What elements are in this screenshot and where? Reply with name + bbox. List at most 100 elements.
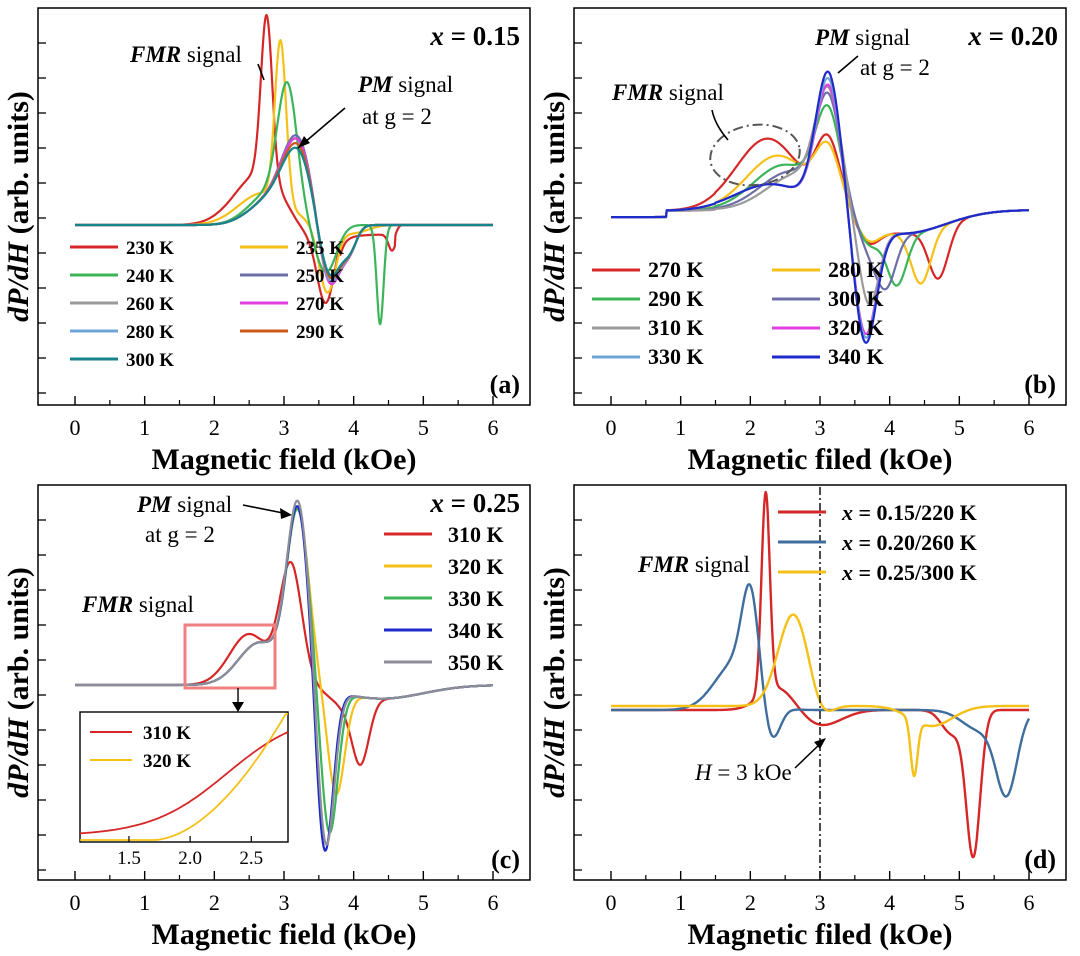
y-axis-title: dP/dH (arb. units) <box>538 91 571 322</box>
x-tick-label: 2 <box>209 890 220 915</box>
panel-a: 0 1 2 3 4 5 6 Magnetic field (kOe) dP/dH (arb. u… <box>2 7 531 476</box>
x-axis-title: Magnetic filed (kOe) <box>688 918 953 951</box>
annotation-pm-line2: at g = 2 <box>145 522 215 547</box>
annotation-pm: PM signal <box>136 492 232 517</box>
x-tick-label: 4 <box>348 890 359 915</box>
x-tick-label: 1 <box>675 415 686 440</box>
panel-label: (c) <box>491 845 520 874</box>
x-tick-label: 1 <box>139 890 150 915</box>
annotation-fmr: FMR signal <box>129 42 242 67</box>
annotation-fmr: FMR signal <box>81 592 194 617</box>
annotation-pm-line2: at g = 2 <box>860 55 930 80</box>
x-tick-label: 6 <box>488 890 499 915</box>
x-tick-label: 0 <box>606 890 617 915</box>
series-line-x-0-20-260-k <box>610 583 1031 798</box>
panel-label: (d) <box>1024 845 1056 874</box>
legend-entry: 290 K <box>296 322 344 343</box>
x-tick-label: 6 <box>1024 890 1035 915</box>
x-tick-label: 0 <box>70 415 81 440</box>
annotation-arrow <box>837 55 859 74</box>
x-tick-label: 2 <box>745 415 756 440</box>
annotation-arrow <box>794 741 823 769</box>
legend-entry: 235 K <box>296 238 344 259</box>
annotation-pm: PM signal <box>357 72 453 97</box>
inset-series-310k <box>79 731 289 835</box>
composition-label: x = 0.15 <box>429 21 520 51</box>
legend-entry: 320 K <box>448 554 504 579</box>
arrow-head <box>232 702 244 712</box>
x-tick-label: 4 <box>884 890 895 915</box>
composition-label: x = 0.25 <box>429 488 520 518</box>
arrow-head <box>298 136 310 148</box>
legend-entry: x = 0.25/300 K <box>841 560 977 585</box>
x-tick-label: 5 <box>418 890 429 915</box>
x-tick-label: 3 <box>279 415 290 440</box>
x-axis-title: Magnetic filed (kOe) <box>688 443 953 476</box>
legend-entry: 260 K <box>126 294 174 315</box>
legend-entry: 310 K <box>648 315 704 340</box>
legend-entry: 340 K <box>448 618 504 643</box>
annotation-fmr: FMR signal <box>637 552 750 577</box>
x-tick-label: 3 <box>815 415 826 440</box>
panel-b: 0 1 2 3 4 5 6 Magnetic filed (kOe) dP/dH (arb. u… <box>538 7 1067 476</box>
x-tick-label: 1 <box>139 415 150 440</box>
annotation-arrow <box>711 109 729 141</box>
x-tick-label: 5 <box>954 890 965 915</box>
inset-legend-entry: 320 K <box>143 751 191 772</box>
fmr-zoom-box <box>183 623 277 690</box>
x-tick-label: 6 <box>488 415 499 440</box>
legend-entry: 320 K <box>828 315 884 340</box>
annotation-arrow <box>257 63 265 81</box>
x-tick-label: 0 <box>70 890 81 915</box>
x-axis-title: Magnetic field (kOe) <box>152 443 417 476</box>
inset-legend-entry: 310 K <box>143 723 191 744</box>
x-tick-label: 2 <box>209 415 220 440</box>
legend-entry: 310 K <box>448 522 504 547</box>
series-line-340-k <box>610 70 1030 344</box>
panel-d: 0 1 2 3 4 5 6 Magnetic filed (kOe) dP/dH (arb. u… <box>538 484 1067 951</box>
x-tick-label: 4 <box>884 415 895 440</box>
panel-label: (a) <box>490 370 520 399</box>
y-axis-title: dP/dH (arb. units) <box>2 567 35 798</box>
series-line-x-0-15-220-k <box>610 490 1030 859</box>
legend-entry: x = 0.20/260 K <box>841 530 977 555</box>
inset-x-tick-label: 2.5 <box>239 848 263 869</box>
inset-x-tick-label: 2.0 <box>178 848 202 869</box>
inset-x-tick-label: 1.5 <box>117 848 141 869</box>
legend-entry: 350 K <box>448 650 504 675</box>
legend-entry: 290 K <box>648 286 704 311</box>
x-tick-label: 6 <box>1024 415 1035 440</box>
fmr-highlight-ellipse <box>709 123 801 187</box>
annotation-pm: PM signal <box>814 25 910 50</box>
legend-entry: 270 K <box>648 257 704 282</box>
annotation-pm-line2: at g = 2 <box>362 104 432 129</box>
legend-entry: 280 K <box>828 257 884 282</box>
y-axis-title: dP/dH (arb. units) <box>538 567 571 798</box>
legend-entry: 250 K <box>296 266 344 287</box>
arrow-head <box>814 738 826 749</box>
legend-entry: 280 K <box>126 322 174 343</box>
annotation-fmr: FMR signal <box>611 80 724 105</box>
legend-entry: 300 K <box>126 350 174 371</box>
composition-label: x = 0.20 <box>967 21 1058 51</box>
x-tick-label: 5 <box>418 415 429 440</box>
x-axis-title: Magnetic field (kOe) <box>152 918 417 951</box>
series-line-350-k <box>74 499 494 846</box>
x-tick-label: 2 <box>745 890 756 915</box>
legend-entry: 330 K <box>448 586 504 611</box>
x-tick-label: 4 <box>348 415 359 440</box>
x-tick-label: 0 <box>606 415 617 440</box>
x-tick-label: 3 <box>279 890 290 915</box>
inset-series-320k <box>80 713 288 841</box>
panel-c: 0 1 2 3 4 5 6 Magnetic field (kOe) dP/dH (arb. u… <box>2 484 531 951</box>
legend-entry: 270 K <box>296 294 344 315</box>
legend-entry: 330 K <box>648 344 704 369</box>
legend-entry: 340 K <box>828 344 884 369</box>
legend-entry: 240 K <box>126 266 174 287</box>
inset-frame <box>79 711 289 843</box>
legend-entry: x = 0.15/220 K <box>841 500 977 525</box>
x-tick-label: 1 <box>675 890 686 915</box>
x-tick-label: 3 <box>815 890 826 915</box>
arrow-head <box>280 508 292 519</box>
